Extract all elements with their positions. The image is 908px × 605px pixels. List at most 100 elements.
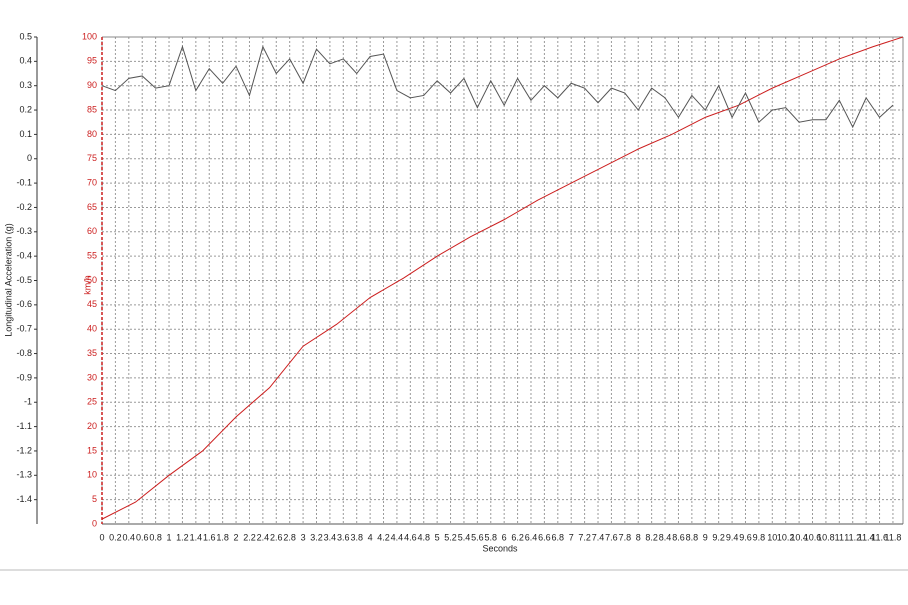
x-tick-label: 10.4 — [790, 532, 808, 542]
x-tick-label: 1.8 — [216, 532, 229, 542]
x-tick-label: 3 — [301, 532, 306, 542]
y-tick-label: 40 — [87, 324, 97, 334]
x-tick-label: 7.2 — [578, 532, 591, 542]
x-tick-label: 9.2 — [712, 532, 725, 542]
x-tick-label: 2.6 — [270, 532, 283, 542]
x-tick-label: 1 — [167, 532, 172, 542]
x-tick-label: 11.4 — [858, 532, 875, 542]
x-tick-label: 8.2 — [645, 532, 658, 542]
x-tick-label: 2.8 — [283, 532, 296, 542]
y-tick-label: 30 — [87, 372, 97, 382]
y2-tick-label: 0.4 — [19, 56, 32, 66]
y-tick-label: 70 — [87, 177, 97, 187]
x-tick-label: 0.2 — [109, 532, 122, 542]
y-tick-label: 5 — [92, 494, 97, 504]
x-tick-label: 11 — [835, 532, 844, 542]
x-tick-label: 7.6 — [605, 532, 618, 542]
y-tick-label: 75 — [87, 153, 97, 163]
x-tick-label: 4.8 — [417, 532, 430, 542]
x-tick-label: 6 — [502, 532, 507, 542]
x-tick-label: 0.4 — [123, 532, 136, 542]
y2-tick-label: 0 — [27, 153, 32, 163]
y-tick-label: 100 — [82, 31, 97, 41]
y2-axis-label: Longitudinal Acceleration (g) — [3, 223, 13, 337]
x-tick-label: 4.6 — [404, 532, 417, 542]
data-line — [101, 36, 904, 520]
x-tick-label: 6.4 — [525, 532, 538, 542]
x-tick-label: 9.6 — [739, 532, 752, 542]
x-tick-label: 8.6 — [672, 532, 685, 542]
y2-tick-label: 0.3 — [19, 80, 32, 90]
y-tick-label: 85 — [87, 104, 97, 114]
x-tick-label: 5.4 — [458, 532, 471, 542]
y-tick-label: 20 — [87, 421, 97, 431]
y2-tick-label: -0.5 — [16, 275, 32, 285]
x-tick-label: 0 — [99, 532, 104, 542]
x-tick-label: 5.6 — [471, 532, 484, 542]
x-tick-label: 5.8 — [485, 532, 498, 542]
x-tick-label: 7.8 — [619, 532, 632, 542]
y-tick-label: 65 — [87, 202, 97, 212]
x-tick-label: 10 — [767, 532, 777, 542]
y2-tick-label: 0.1 — [19, 129, 32, 139]
x-tick-label: 2.4 — [257, 532, 270, 542]
x-tick-label: 1.2 — [176, 532, 189, 542]
y2-tick-label: -1.3 — [16, 470, 32, 480]
x-tick-label: 0.6 — [136, 532, 149, 542]
x-tick-label: 11.2 — [844, 532, 861, 542]
x-tick-label: 9 — [703, 532, 708, 542]
y2-tick-label: -0.4 — [16, 251, 32, 261]
y2-tick-label: -1 — [24, 397, 32, 407]
x-tick-label: 8.4 — [659, 532, 672, 542]
y2-tick-label: -0.7 — [16, 324, 32, 334]
x-tick-label: 6.8 — [552, 532, 565, 542]
x-tick-label: 6.2 — [511, 532, 524, 542]
x-tick-label: 3.2 — [310, 532, 323, 542]
x-tick-label: 5 — [435, 532, 440, 542]
y2-tick-label: -0.3 — [16, 226, 32, 236]
y-tick-label: 60 — [87, 226, 97, 236]
x-tick-label: 3.6 — [337, 532, 350, 542]
x-tick-label: 10.2 — [777, 532, 795, 542]
y-tick-label: 15 — [87, 445, 97, 455]
x-tick-label: 1.6 — [203, 532, 216, 542]
x-tick-label: 11.6 — [871, 532, 888, 542]
y-tick-label: 10 — [87, 470, 97, 480]
y2-tick-label: 0.5 — [19, 31, 32, 41]
x-tick-label: 9.8 — [753, 532, 766, 542]
y-tick-label: 35 — [87, 348, 97, 358]
x-tick-label: 10.6 — [804, 532, 822, 542]
x-tick-label: 0.8 — [149, 532, 162, 542]
y-tick-label: 25 — [87, 397, 97, 407]
x-tick-label: 1.4 — [190, 532, 203, 542]
x-tick-label: 10.8 — [817, 532, 835, 542]
x-tick-label: 6.6 — [538, 532, 551, 542]
x-tick-label: 4.4 — [391, 532, 404, 542]
x-tick-label: 11.8 — [885, 532, 902, 542]
x-tick-label: 2.2 — [243, 532, 256, 542]
y-axis-label: km/h — [82, 275, 92, 295]
x-tick-label: 4.2 — [377, 532, 390, 542]
y2-tick-label: -0.2 — [16, 202, 32, 212]
y2-tick-label: -0.1 — [16, 177, 32, 187]
y-tick-label: 50 — [87, 275, 97, 285]
y2-tick-label: -0.8 — [16, 348, 32, 358]
x-tick-label: 8.8 — [686, 532, 699, 542]
x-tick-label: 3.8 — [350, 532, 363, 542]
x-tick-label: 4 — [368, 532, 373, 542]
x-tick-label: 7.4 — [592, 532, 605, 542]
x-axis-label: Seconds — [482, 543, 518, 553]
y2-tick-label: -1.2 — [16, 445, 32, 455]
y-tick-label: 90 — [87, 80, 97, 90]
x-tick-label: 8 — [636, 532, 641, 542]
y-tick-label: 0 — [92, 518, 97, 528]
x-tick-label: 9.4 — [726, 532, 739, 542]
y2-tick-label: 0.2 — [19, 104, 32, 114]
x-tick-label: 2 — [234, 532, 239, 542]
data-line — [101, 45, 894, 129]
y2-tick-label: -1.1 — [16, 421, 32, 431]
y2-tick-label: -0.9 — [16, 372, 32, 382]
x-tick-label: 3.4 — [324, 532, 337, 542]
y-tick-label: 55 — [87, 251, 97, 261]
